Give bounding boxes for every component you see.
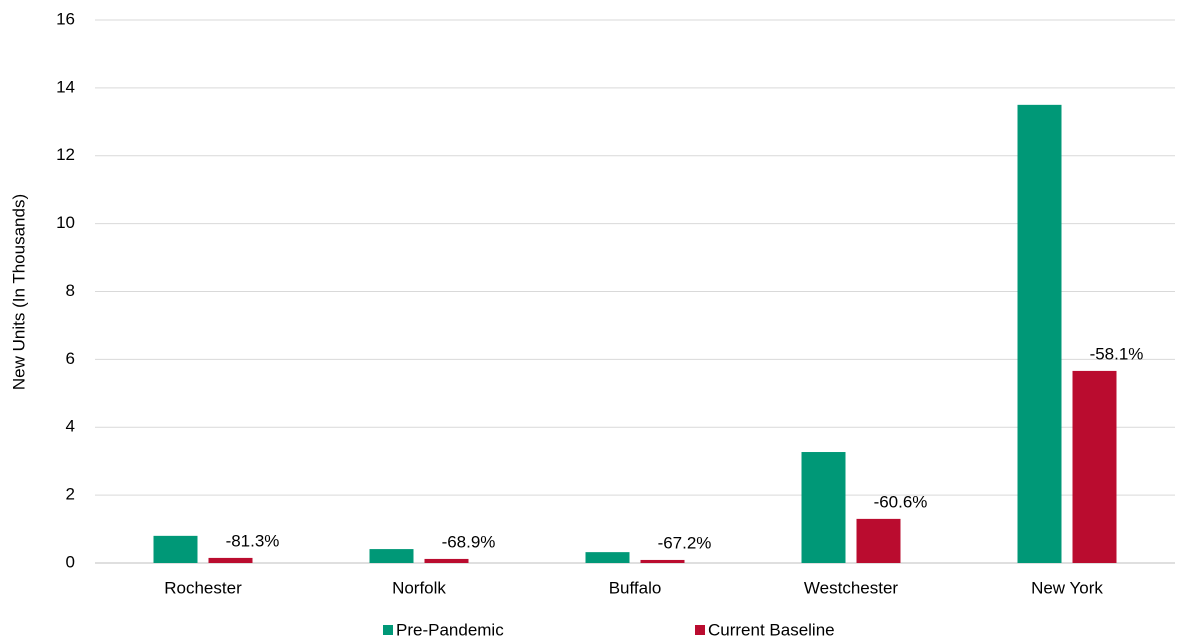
change-label: -60.6% (874, 492, 928, 511)
bar (1072, 370, 1117, 563)
y-tick-label: 2 (66, 485, 75, 504)
change-label: -67.2% (658, 533, 712, 552)
bar (856, 518, 901, 563)
change-label: -68.9% (442, 532, 496, 551)
y-tick-label: 14 (56, 77, 75, 96)
bar (801, 452, 846, 563)
bar (640, 559, 685, 563)
bar (585, 552, 630, 563)
x-tick-label: Rochester (164, 578, 242, 597)
change-label: -81.3% (226, 531, 280, 550)
y-tick-label: 16 (56, 9, 75, 28)
bar (369, 549, 414, 563)
bar (1017, 104, 1062, 563)
legend-swatch (695, 625, 705, 635)
y-tick-label: 12 (56, 145, 75, 164)
bar (208, 557, 253, 563)
legend-swatch (383, 625, 393, 635)
y-tick-label: 8 (66, 281, 75, 300)
x-tick-label: New York (1031, 578, 1103, 597)
x-tick-label: Westchester (804, 578, 899, 597)
legend-label: Pre-Pandemic (396, 620, 504, 639)
bar (424, 558, 469, 563)
y-tick-label: 6 (66, 349, 75, 368)
y-tick-label: 10 (56, 213, 75, 232)
x-tick-label: Buffalo (609, 578, 662, 597)
change-label: -58.1% (1090, 344, 1144, 363)
y-axis-title: New Units (In Thousands) (9, 194, 28, 390)
x-tick-label: Norfolk (392, 578, 446, 597)
bar (153, 535, 198, 563)
y-tick-label: 4 (66, 417, 75, 436)
legend-label: Current Baseline (708, 620, 835, 639)
y-tick-label: 0 (66, 552, 75, 571)
